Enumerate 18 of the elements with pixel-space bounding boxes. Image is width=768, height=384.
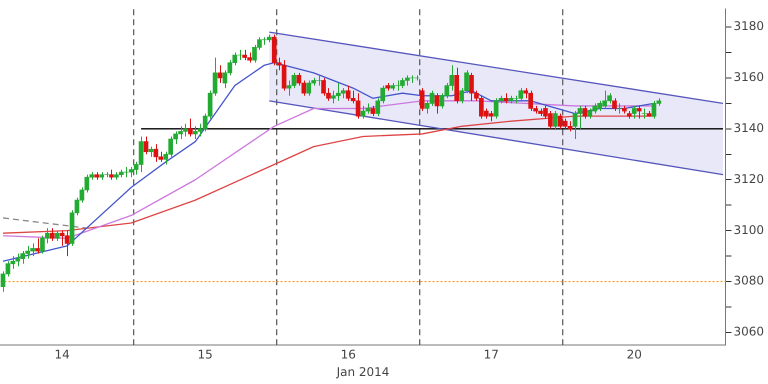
y-tick-label: 3140	[733, 120, 764, 135]
x-tick-label: 16	[340, 348, 356, 362]
candlestick	[218, 64, 222, 84]
x-tick-label: 17	[484, 348, 499, 362]
y-tick-label: 3160	[733, 70, 764, 84]
x-tick-label: 15	[198, 348, 213, 362]
y-tick-label: 3180	[733, 19, 764, 34]
candlestick	[35, 238, 40, 254]
y-tick-label: 3120	[733, 172, 764, 186]
y-tick-label: 3060	[733, 324, 764, 339]
candlestick	[646, 110, 652, 117]
x-tick-label: 14	[54, 348, 70, 362]
candlestick	[642, 108, 646, 120]
candlestick	[617, 102, 622, 114]
x-tick-label: 20	[626, 348, 642, 362]
y-tick-label: 3080	[733, 274, 764, 288]
x-axis-title: Jan 2014	[336, 364, 390, 379]
y-tick-label: 3100	[733, 222, 764, 237]
